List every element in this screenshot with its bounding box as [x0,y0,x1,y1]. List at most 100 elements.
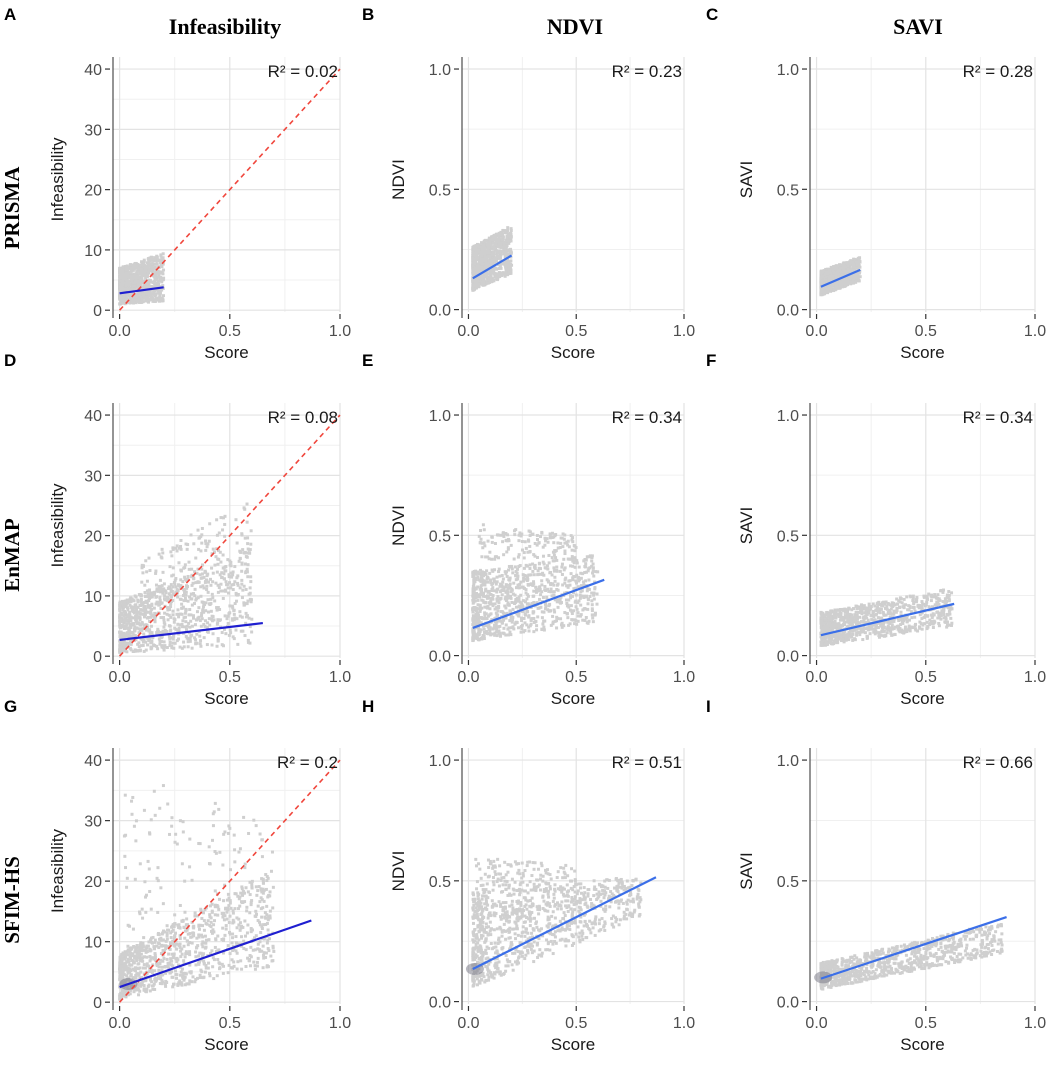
data-point [492,272,496,276]
data-point [501,235,505,239]
data-point [560,625,564,629]
data-point [118,649,122,653]
data-point [596,570,600,574]
outlier-point [563,533,567,537]
outlier-point [550,536,554,540]
data-point [148,619,152,623]
data-point [191,581,195,585]
data-point [161,284,165,288]
data-point [575,622,579,626]
data-point [481,573,485,577]
data-point [586,602,590,606]
data-point [119,301,123,305]
data-point [572,561,576,565]
data-point [500,240,504,244]
data-point [471,245,475,249]
data-point [481,591,485,595]
data-point [129,600,133,604]
data-point [493,602,497,606]
fit-line [820,268,861,288]
outlier-point [483,544,487,548]
data-point [188,625,192,629]
data-point [504,599,508,603]
data-point [144,628,148,632]
data-point [244,587,248,591]
data-point [856,267,860,271]
data-point [843,279,847,283]
data-point [147,599,151,603]
data-point [234,628,238,632]
data-point [227,591,231,595]
data-point [471,270,475,274]
data-point [573,586,577,590]
y-axis-title: Infeasibility [48,483,67,568]
data-point [211,571,215,575]
data-point [858,265,862,269]
data-point [540,583,544,587]
outlier-point [200,576,204,580]
data-point [829,287,833,291]
outlier-point [187,560,191,564]
data-point [134,638,138,642]
data-point [841,268,845,272]
outlier-point [245,520,249,524]
data-point [529,573,533,577]
data-point [143,271,147,275]
outlier-point [567,557,571,561]
outlier-point [183,563,187,567]
r-squared-label: R² = 0.02 [268,62,338,81]
data-point [128,646,132,650]
data-point [498,249,502,253]
data-point [485,577,489,581]
data-point [152,298,156,302]
data-point [216,590,220,594]
data-point [154,615,158,619]
outlier-point [192,577,196,581]
data-point [158,258,162,262]
data-point [540,590,544,594]
data-point [213,599,217,603]
data-point [167,613,171,617]
data-point [177,637,181,641]
data-point [525,597,529,601]
data-point [477,256,481,260]
data-point [227,633,231,637]
data-point [471,629,475,633]
data-point [159,254,163,258]
data-point [527,629,531,633]
data-point [160,601,164,605]
data-point [567,623,571,627]
data-point [118,302,122,306]
data-point [143,607,147,611]
data-point [522,566,526,570]
data-point [231,588,235,592]
data-point [143,604,147,608]
data-point [123,619,127,623]
data-point [532,582,536,586]
data-point [483,595,487,599]
data-point [551,622,555,626]
data-point [510,600,514,604]
data-point [489,633,493,637]
data-point [173,626,177,630]
data-point [192,616,196,620]
data-point [503,597,507,601]
data-point [586,607,590,611]
data-point [505,267,509,271]
data-point [542,619,546,623]
data-point [137,627,141,631]
point-cloud [118,252,166,306]
outlier-point [496,533,500,537]
data-point [482,268,486,272]
data-point [492,270,496,274]
data-point [583,565,587,569]
data-point [487,236,491,240]
data-point [148,594,152,598]
data-point [820,278,824,282]
data-point [155,271,159,275]
y-tick-label: 10 [84,243,102,260]
data-point [486,251,490,255]
data-point [487,265,491,269]
data-point [216,607,220,611]
data-point [520,602,524,606]
